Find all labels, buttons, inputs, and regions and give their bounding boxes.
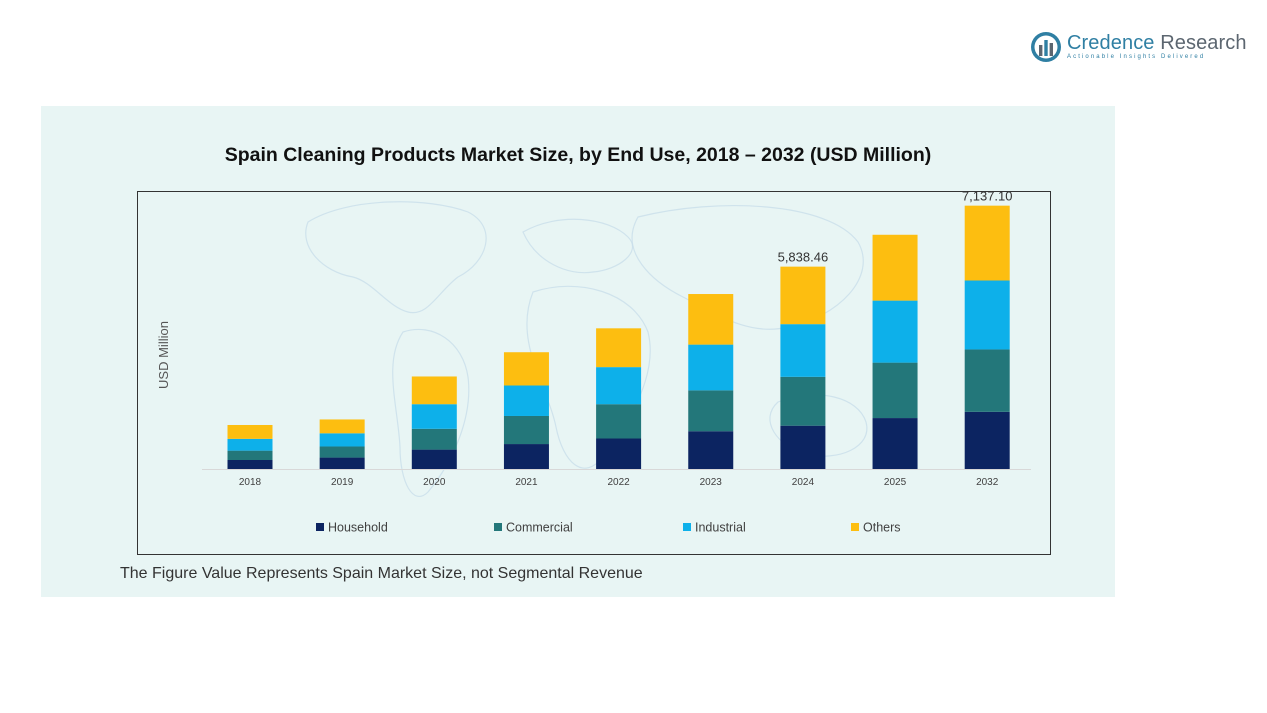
bar-household-2024 — [780, 425, 826, 469]
chart-title: Spain Cleaning Products Market Size, by … — [224, 144, 932, 166]
legend-item-others: Others — [851, 521, 901, 535]
bar-household-2022 — [596, 438, 642, 469]
bar-commercial-2024 — [780, 376, 826, 426]
bar-household-2021 — [503, 444, 549, 469]
map-continent-6 — [769, 394, 868, 457]
bar-household-2032 — [964, 411, 1010, 469]
chart-panel: Spain Cleaning Products Market Size, by … — [41, 106, 1115, 597]
logo-name-part1: Credence — [1067, 32, 1155, 54]
bar-commercial-2022 — [596, 404, 642, 439]
data-label-2032: 7,137.10 — [962, 192, 1013, 204]
legend-swatch-industrial — [683, 523, 691, 531]
bar-household-2020 — [411, 449, 457, 469]
bar-commercial-2019 — [319, 446, 365, 458]
bar-household-2023 — [688, 431, 734, 469]
x-tick-label-2023: 2023 — [700, 477, 723, 488]
map-continent-5 — [631, 204, 864, 330]
legend-swatch-household — [316, 523, 324, 531]
logo-tagline: Actionable Insights Delivered — [1067, 54, 1206, 60]
bar-industrial-2020 — [411, 404, 457, 429]
bar-others-2020 — [411, 376, 457, 405]
bar-industrial-2021 — [503, 385, 549, 416]
bar-others-2023 — [688, 294, 734, 345]
bar-household-2018 — [227, 459, 273, 469]
bar-others-2024 — [780, 266, 826, 325]
bar-others-2032 — [964, 205, 1010, 281]
bar-others-2022 — [596, 328, 642, 368]
x-tick-label-2021: 2021 — [515, 477, 538, 488]
plot-frame: 2018 2019 2020 2021 2022 2023 2024 2025 2032 5,8… — [137, 191, 1051, 555]
x-tick-label-2025: 2025 — [884, 477, 907, 488]
logo-name-part2: Research — [1160, 32, 1247, 54]
bar-others-2019 — [319, 419, 365, 434]
x-tick-label-2032: 2032 — [976, 477, 999, 488]
bar-industrial-2032 — [964, 280, 1010, 350]
credence-research-logo[interactable]: Credence Research Actionable Insights De… — [1030, 31, 1247, 67]
x-tick-label-2020: 2020 — [423, 477, 446, 488]
map-continent-3 — [522, 218, 634, 274]
bar-household-2019 — [319, 457, 365, 469]
legend-item-household: Household — [316, 521, 388, 535]
bar-industrial-2023 — [688, 344, 734, 391]
x-tick-label-2024: 2024 — [792, 477, 815, 488]
logo-name: Credence Research — [1067, 32, 1247, 55]
legend-label-others: Others — [863, 521, 901, 535]
data-label-2024: 5,838.46 — [778, 250, 829, 265]
bar-commercial-2032 — [964, 349, 1010, 412]
y-axis-label: USD Million — [156, 321, 171, 389]
bars-group — [227, 205, 1010, 469]
legend-label-commercial: Commercial — [506, 521, 573, 535]
x-tick-label-2022: 2022 — [607, 477, 630, 488]
bar-industrial-2018 — [227, 438, 273, 451]
bar-industrial-2019 — [319, 433, 365, 447]
bar-household-2025 — [872, 418, 918, 469]
bar-industrial-2025 — [872, 300, 918, 363]
bar-commercial-2018 — [227, 450, 273, 460]
x-axis: 2018 2019 2020 2021 2022 2023 2024 2025 2032 — [202, 469, 1031, 488]
logo-mark-icon — [1031, 32, 1061, 62]
map-continent-2 — [392, 328, 470, 498]
legend-swatch-others — [851, 523, 859, 531]
footnote: The Figure Value Represents Spain Market… — [120, 565, 643, 582]
legend-item-industrial: Industrial — [683, 521, 746, 535]
bar-others-2025 — [872, 234, 918, 301]
bar-industrial-2022 — [596, 367, 642, 405]
bar-others-2021 — [503, 352, 549, 386]
legend: Household Commercial Industrial Others — [316, 521, 901, 535]
bar-commercial-2023 — [688, 390, 734, 432]
map-continent-1 — [305, 201, 487, 314]
legend-label-industrial: Industrial — [695, 521, 746, 535]
legend-label-household: Household — [328, 521, 388, 535]
bar-commercial-2021 — [503, 415, 549, 445]
bar-others-2018 — [227, 424, 273, 439]
bar-commercial-2020 — [411, 428, 457, 450]
data-labels-group: 5,838.46 7,137.10 — [778, 192, 1013, 265]
legend-swatch-commercial — [494, 523, 502, 531]
x-tick-label-2019: 2019 — [331, 477, 354, 488]
bar-commercial-2025 — [872, 362, 918, 419]
x-tick-label-2018: 2018 — [239, 477, 262, 488]
stacked-bar-chart: 2018 2019 2020 2021 2022 2023 2024 2025 2032 5,8… — [156, 192, 1031, 535]
bar-industrial-2024 — [780, 324, 826, 377]
legend-item-commercial: Commercial — [494, 521, 573, 535]
